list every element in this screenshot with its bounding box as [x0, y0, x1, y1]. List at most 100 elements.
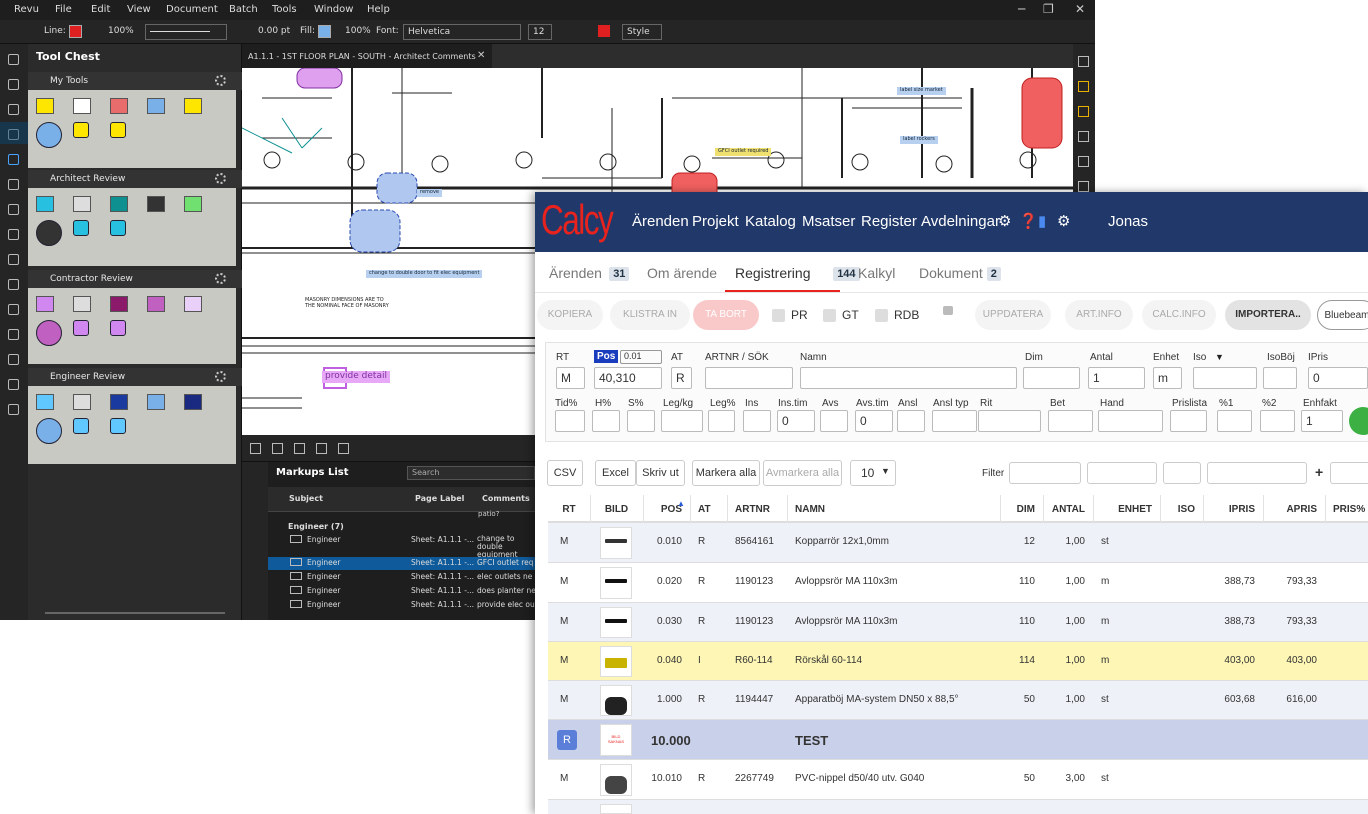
column-header[interactable]: AT [690, 504, 727, 515]
input[interactable] [661, 410, 703, 432]
menu-item[interactable]: File [55, 4, 72, 15]
menu-item[interactable]: View [127, 4, 151, 15]
tool-icon[interactable] [36, 418, 62, 444]
strip-icon[interactable] [1078, 131, 1089, 142]
rail-icon[interactable] [8, 254, 19, 265]
input[interactable] [897, 410, 925, 432]
input[interactable] [627, 410, 655, 432]
input[interactable]: M [556, 367, 585, 389]
column-header[interactable]: ISO [1160, 504, 1203, 515]
markup-cell[interactable]: Sheet: A1.1.1 -... [411, 572, 475, 581]
action-button[interactable]: KLISTRA IN [610, 300, 690, 330]
input[interactable] [708, 410, 735, 432]
tab[interactable]: Dokument [919, 265, 983, 281]
line-style[interactable] [145, 24, 227, 40]
menu-item[interactable]: Help [367, 4, 390, 15]
input[interactable] [1023, 367, 1080, 389]
section-gear[interactable] [215, 273, 226, 284]
tool-icon[interactable] [147, 296, 165, 312]
filter-input[interactable] [1087, 462, 1157, 484]
markup-cell[interactable]: does planter ne [477, 586, 535, 595]
tool-icon[interactable] [73, 220, 89, 236]
filter-input[interactable] [1009, 462, 1081, 484]
column-header[interactable]: ARTNR [727, 504, 787, 515]
font-size-select[interactable]: 12 [528, 24, 552, 40]
tool-icon[interactable] [36, 320, 62, 346]
table-tool-button[interactable]: Skriv ut [636, 460, 685, 486]
nav-icon[interactable]: ⚙ [1057, 212, 1070, 230]
tool-icon[interactable] [110, 394, 128, 410]
drawing-note[interactable]: label rockers [900, 136, 938, 144]
rail-icon[interactable] [8, 104, 19, 115]
table-tool-button[interactable]: CSV [547, 460, 583, 486]
tool-icon[interactable] [73, 98, 91, 114]
markup-cell[interactable]: Engineer [307, 572, 357, 581]
markup-cell[interactable]: GFCI outlet req [477, 558, 535, 567]
rail-icon[interactable] [8, 354, 19, 365]
action-button[interactable]: Bluebeam [1317, 300, 1368, 330]
tab[interactable]: Kalkyl [858, 265, 895, 281]
style-select[interactable]: Style [622, 24, 662, 40]
column-header[interactable]: ENHET [1093, 504, 1160, 515]
markups-search[interactable]: Search [407, 466, 535, 480]
strip-icon[interactable] [1078, 81, 1089, 92]
input[interactable] [1193, 367, 1257, 389]
tool-icon[interactable] [36, 122, 62, 148]
input[interactable] [800, 367, 1017, 389]
input[interactable] [1170, 410, 1207, 432]
strip-icon[interactable] [1078, 156, 1089, 167]
filter-input[interactable] [1207, 462, 1307, 484]
markup-tool[interactable] [316, 443, 327, 454]
section-gear[interactable] [215, 75, 226, 86]
rail-icon[interactable] [8, 79, 19, 90]
tool-icon[interactable] [110, 320, 126, 336]
filter-input[interactable] [1330, 462, 1368, 484]
user[interactable]: Jonas [1108, 213, 1148, 230]
tool-icon[interactable] [184, 196, 202, 212]
menu-item[interactable]: Batch [229, 4, 258, 15]
filter-input[interactable] [1163, 462, 1201, 484]
action-button[interactable]: IMPORTERA.. [1225, 300, 1311, 330]
rail-icon[interactable] [8, 179, 19, 190]
window-control[interactable]: ❐ [1043, 2, 1054, 16]
drawing-note[interactable]: remove [417, 189, 442, 197]
markup-tool[interactable] [272, 443, 283, 454]
tool-icon[interactable] [73, 196, 91, 212]
checkbox[interactable] [823, 309, 836, 322]
markup-cell[interactable]: Engineer [307, 558, 357, 567]
action-button[interactable]: KOPIERA [537, 300, 603, 330]
nav-item[interactable]: Avdelningar [921, 213, 1000, 230]
column-header[interactable]: APRIS [1263, 504, 1325, 515]
rail-icon[interactable] [8, 54, 19, 65]
column-header[interactable]: BILD [590, 504, 643, 515]
input[interactable] [592, 410, 620, 432]
strip-icon[interactable] [1078, 56, 1089, 67]
tool-icon[interactable] [110, 122, 126, 138]
window-control[interactable]: ✕ [1075, 2, 1085, 16]
section-title[interactable]: My Tools [50, 76, 88, 86]
input[interactable] [1260, 410, 1295, 432]
markup-tool[interactable] [294, 443, 305, 454]
input[interactable] [1217, 410, 1252, 432]
nav-item[interactable]: Projekt [692, 213, 739, 230]
markup-cell[interactable]: Engineer [307, 600, 357, 609]
column-header[interactable]: RT [548, 504, 590, 515]
input[interactable] [1098, 410, 1163, 432]
input[interactable]: m [1153, 367, 1182, 389]
section-title[interactable]: Contractor Review [50, 274, 133, 284]
strip-icon[interactable] [1078, 181, 1089, 192]
section-title[interactable]: Architect Review [50, 174, 125, 184]
rail-icon[interactable] [8, 154, 19, 165]
markup-cell[interactable]: Sheet: A1.1.1 -... [411, 535, 475, 544]
tool-icon[interactable] [73, 122, 89, 138]
nav-item[interactable]: Msatser [802, 213, 855, 230]
section-gear[interactable] [215, 173, 226, 184]
nav-item[interactable]: Register [861, 213, 917, 230]
column-header[interactable]: PRIS% [1325, 504, 1368, 515]
tab[interactable]: Ärenden [549, 265, 602, 281]
tool-icon[interactable] [73, 394, 91, 410]
input[interactable]: 0 [1308, 367, 1368, 389]
tool-icon[interactable] [110, 296, 128, 312]
font-select[interactable]: Helvetica [403, 24, 521, 40]
menu-item[interactable]: Edit [91, 4, 110, 15]
